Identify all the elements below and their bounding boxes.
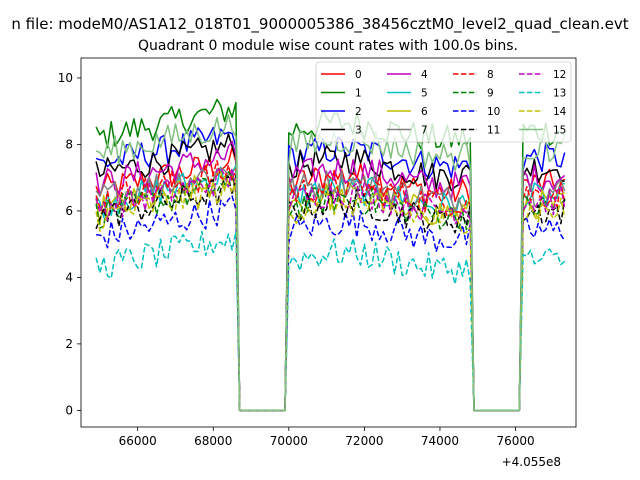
series-line-3 (95, 133, 565, 412)
x-tick-label: 76000 (496, 434, 534, 448)
legend-label: 9 (487, 88, 494, 100)
x-offset-label: +4.055e8 (502, 455, 561, 469)
legend-label: 15 (553, 125, 566, 137)
series-line-4 (95, 140, 566, 412)
figure-suptitle: n file: modeM0/AS1A12_018T01_9000005386_… (11, 15, 628, 34)
y-tick-label: 8 (65, 137, 73, 151)
x-tick-label: 70000 (270, 434, 308, 448)
legend-label: 1 (355, 88, 362, 100)
series-line-13 (95, 230, 566, 412)
series-line-12 (95, 167, 566, 412)
x-tick-label: 72000 (345, 434, 383, 448)
legend-label: 6 (421, 106, 428, 118)
series-line-14 (95, 175, 566, 412)
legend-label: 5 (421, 88, 428, 100)
series-line-15 (95, 114, 566, 412)
y-tick-label: 4 (65, 270, 73, 284)
series-line-11 (95, 174, 566, 412)
series-line-7 (95, 167, 566, 412)
legend-label: 14 (553, 106, 567, 118)
legend-label: 7 (421, 125, 428, 137)
series-line-10 (96, 195, 566, 412)
series-lines (95, 98, 566, 412)
chart-title: Quadrant 0 module wise count rates with … (138, 38, 518, 54)
legend-label: 0 (355, 69, 362, 81)
legend-label: 4 (421, 69, 428, 81)
series-line-6 (95, 171, 565, 412)
x-tick-label: 68000 (194, 434, 232, 448)
y-tick-label: 10 (58, 71, 73, 85)
plot-frame (80, 57, 577, 428)
legend-label: 13 (553, 88, 566, 100)
series-line-8 (95, 160, 566, 412)
y-tick-label: 2 (65, 337, 73, 351)
y-tick-label: 0 (65, 403, 73, 417)
x-tick-label: 66000 (119, 434, 157, 448)
legend-label: 10 (487, 106, 500, 118)
legend-label: 11 (487, 125, 500, 137)
legend-label: 8 (487, 69, 494, 81)
legend-label: 3 (355, 125, 362, 137)
legend-label: 2 (355, 106, 362, 118)
legend-box (315, 61, 572, 143)
x-tick-label: 74000 (421, 434, 459, 448)
y-tick-label: 6 (65, 204, 73, 218)
legend-label: 12 (553, 69, 566, 81)
series-line-2 (95, 126, 566, 412)
